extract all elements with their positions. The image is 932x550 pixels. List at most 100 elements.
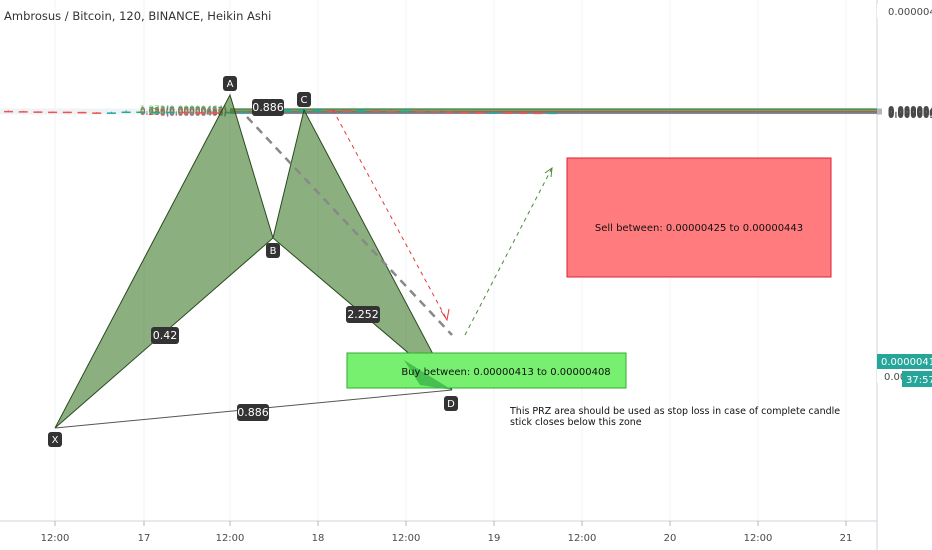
fib-retracement[interactable]: 1.272(0.00000464)1(0.00000452)0.786(0.00…	[140, 105, 877, 119]
candle-body[interactable]	[400, 110, 410, 113]
xab-triangle[interactable]	[54, 93, 274, 429]
chart-title: Ambrosus / Bitcoin, 120, BINANCE, Heikin…	[4, 9, 271, 23]
price-tick-label: 0.00000395	[888, 110, 932, 121]
time-tick-label: 18	[312, 533, 325, 544]
candle-body[interactable]	[356, 110, 366, 113]
candle-body[interactable]	[312, 110, 322, 112]
price-tick-label: 0.00000405	[888, 109, 932, 120]
candle-body[interactable]	[106, 112, 116, 114]
svg-text:0.42: 0.42	[153, 329, 178, 342]
sell-zone[interactable]	[566, 157, 832, 278]
fib-level-label: 0(0.00000408)	[160, 109, 227, 119]
svg-text:0.000: 0.000	[884, 372, 913, 383]
candle-body[interactable]	[518, 112, 528, 114]
candle-body[interactable]	[298, 110, 307, 113]
svg-text:C: C	[301, 95, 308, 106]
candle-body[interactable]	[209, 112, 219, 114]
bcd-triangle[interactable]	[272, 108, 453, 391]
candle-body[interactable]	[62, 111, 72, 114]
ratio-bc: 0.42	[151, 327, 179, 344]
buy-zone-text: Buy between: 0.00000413 to 0.00000408	[401, 367, 610, 378]
ratio-cd: 2.252	[346, 306, 380, 323]
price-tick-label: 0.00000445	[888, 106, 932, 117]
candle-body[interactable]	[503, 112, 513, 114]
time-tick-label: 12:00	[392, 533, 421, 544]
candle-body[interactable]	[180, 111, 190, 114]
svg-text:2.252: 2.252	[347, 308, 379, 321]
candle-body[interactable]	[445, 111, 454, 114]
projection-up-arrow	[464, 167, 553, 336]
partial-price-tag: 0.000	[877, 369, 913, 383]
point-a-marker[interactable]: A	[223, 76, 237, 91]
candle-body[interactable]	[33, 111, 43, 113]
candle-body[interactable]	[92, 112, 102, 114]
svg-text:37:57: 37:57	[906, 375, 932, 386]
price-tick-label: 0.00000435	[888, 107, 932, 118]
price-tick-label: 0.00000425	[888, 108, 932, 119]
candles[interactable]	[4, 110, 557, 115]
time-tick-label: 12:00	[216, 533, 245, 544]
candle-body[interactable]	[459, 111, 469, 114]
candle-body[interactable]	[547, 112, 557, 115]
candle-body[interactable]	[430, 111, 440, 113]
candle-body[interactable]	[18, 111, 28, 113]
buy-zone[interactable]	[346, 352, 627, 389]
top-price-tag: 0.00000464	[877, 4, 932, 18]
time-tick-label: 12:00	[568, 533, 597, 544]
price-tick-label: 0.00000460	[888, 105, 932, 116]
price-tick-label: 0.00000390	[888, 110, 932, 121]
price-tick-label: 0.00000465	[888, 105, 932, 116]
price-tick-label: 0.00000400	[888, 109, 932, 120]
countdown-tag: 37:57	[902, 371, 932, 387]
candle-body[interactable]	[136, 111, 146, 114]
svg-text:0.886: 0.886	[237, 406, 269, 419]
last-price-tag: 0.00000412	[877, 354, 932, 369]
candle-body[interactable]	[121, 111, 131, 114]
price-tick-label: 0.00000450	[888, 106, 932, 117]
candle-body[interactable]	[77, 111, 87, 114]
candle-body[interactable]	[165, 111, 175, 114]
price-tick-label: 0.00000440	[888, 107, 932, 118]
candle-body[interactable]	[151, 111, 160, 114]
svg-text:0.886: 0.886	[252, 101, 284, 114]
price-tick-label: 0.00000420	[888, 108, 932, 119]
point-c-marker[interactable]: C	[297, 92, 311, 107]
note-line-1: This PRZ area should be used as stop los…	[509, 406, 840, 417]
fib-level-label: 1(0.00000452)	[160, 106, 227, 116]
candle-body[interactable]	[474, 112, 484, 114]
price-tick-label: 0.00000415	[888, 108, 932, 119]
note-line-2: stick closes below this zone	[510, 417, 642, 428]
ratio-ab: 0.886	[252, 99, 284, 116]
time-tick-label: 12:00	[41, 533, 70, 544]
price-axis[interactable]: 0.000004650.000004600.000004550.00000450…	[877, 105, 932, 121]
candle-body[interactable]	[489, 112, 499, 114]
candle-body[interactable]	[415, 110, 425, 113]
candle-body[interactable]	[342, 110, 352, 112]
price-tick-label: 0.00000455	[888, 106, 932, 117]
svg-text:A: A	[227, 79, 234, 90]
candle-body[interactable]	[533, 112, 543, 115]
buy-zone-triangle-tip	[404, 360, 452, 390]
point-d-marker[interactable]: D	[444, 396, 458, 411]
projection-down-arrowhead	[440, 308, 450, 322]
candle-body[interactable]	[283, 110, 293, 113]
svg-text:X: X	[52, 435, 59, 446]
time-tick-label: 20	[664, 533, 677, 544]
time-tick-label: 19	[488, 533, 501, 544]
candle-body[interactable]	[195, 112, 205, 114]
time-tick-label: 21	[840, 533, 853, 544]
price-tick-label: 0.00000430	[888, 107, 932, 118]
candle-body[interactable]	[371, 110, 381, 113]
candle-body[interactable]	[4, 110, 13, 113]
fib-level-label: 0.786(0.00000442)	[140, 107, 227, 117]
time-axis[interactable]: 12:00 17 12:00 18 12:00 19 12:00 20 12:00 21	[41, 521, 853, 544]
candle-body[interactable]	[327, 110, 337, 112]
point-b-marker[interactable]: B	[266, 243, 280, 258]
candle-body[interactable]	[239, 111, 249, 114]
point-x-marker[interactable]: X	[48, 432, 62, 447]
candle-body[interactable]	[48, 111, 58, 114]
candle-body[interactable]	[386, 110, 396, 113]
